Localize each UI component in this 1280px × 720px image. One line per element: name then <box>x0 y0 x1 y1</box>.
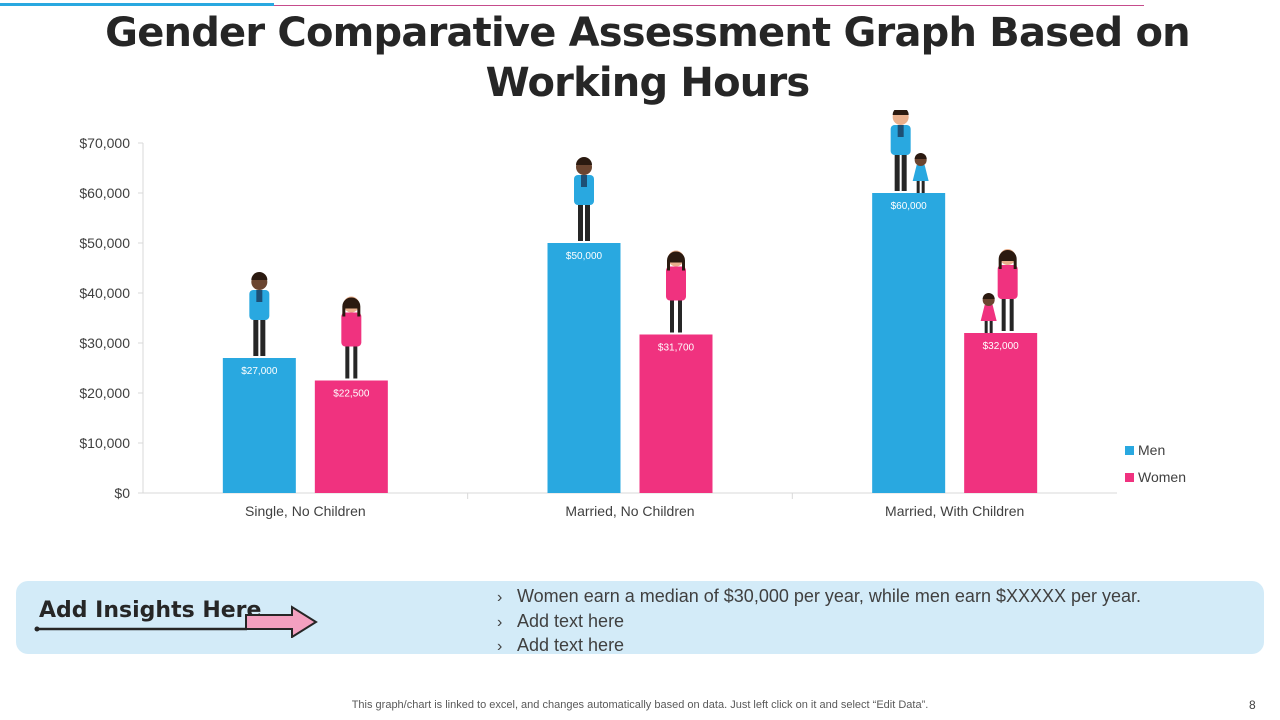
y-tick-label: $70,000 <box>79 135 130 151</box>
legend-label: Men <box>1138 442 1165 458</box>
data-label: $32,000 <box>983 341 1020 352</box>
woman-figure-icon <box>980 249 1018 333</box>
y-tick-label: $50,000 <box>79 235 130 251</box>
data-label: $50,000 <box>566 251 603 262</box>
page-number: 8 <box>1249 698 1256 712</box>
arrow-right-icon <box>34 605 318 638</box>
data-label: $22,500 <box>333 389 370 400</box>
chevron-right-icon: › <box>497 638 503 655</box>
slide-title: Gender Comparative Assessment Graph Base… <box>105 10 1190 106</box>
y-tick-label: $30,000 <box>79 335 130 351</box>
man-figure-icon <box>890 110 929 193</box>
data-label: $60,000 <box>891 201 928 212</box>
x-tick-label: Married, With Children <box>885 503 1024 519</box>
chevron-right-icon: › <box>497 613 503 631</box>
bar-women[interactable] <box>964 333 1038 493</box>
footer-note: This graph/chart is linked to excel, and… <box>351 699 929 711</box>
man-figure-icon <box>249 272 270 356</box>
y-tick-label: $60,000 <box>79 185 130 201</box>
insights-panel <box>16 581 1264 654</box>
insight-bullet: › Add text here <box>497 634 1141 659</box>
top-accent-line <box>0 3 274 6</box>
y-tick-label: $40,000 <box>79 285 130 301</box>
legend-label: Women <box>1138 469 1186 485</box>
y-tick-label: $10,000 <box>79 435 130 451</box>
legend-swatch-women <box>1125 473 1134 482</box>
bar-women[interactable] <box>639 334 713 494</box>
bar-men[interactable] <box>547 243 621 493</box>
top-divider-line <box>274 5 1144 6</box>
data-label: $27,000 <box>241 366 278 377</box>
man-figure-icon <box>574 157 594 241</box>
insight-bullet: › Women earn a median of $30,000 per year… <box>497 585 1141 610</box>
woman-figure-icon <box>666 250 686 333</box>
chevron-right-icon: › <box>497 589 503 606</box>
bar-men[interactable] <box>872 193 946 493</box>
x-tick-label: Married, No Children <box>565 503 694 519</box>
y-tick-label: $0 <box>114 485 130 501</box>
insights-heading: Add Insights Here <box>39 598 262 623</box>
bar-women[interactable] <box>314 380 388 494</box>
data-label: $31,700 <box>658 343 695 354</box>
insights-bullet-list: › Women earn a median of $30,000 per year… <box>497 585 1141 659</box>
insight-bullet: › Add text here <box>497 610 1141 635</box>
y-tick-label: $20,000 <box>79 385 130 401</box>
bar-men[interactable] <box>222 358 296 493</box>
woman-figure-icon <box>341 296 362 379</box>
legend-swatch-men <box>1125 446 1134 455</box>
bar-chart[interactable]: $0 $10,000 $20,000 $30,000 $40,000 $50,000 $60… <box>0 110 1280 530</box>
x-tick-label: Single, No Children <box>245 503 366 519</box>
